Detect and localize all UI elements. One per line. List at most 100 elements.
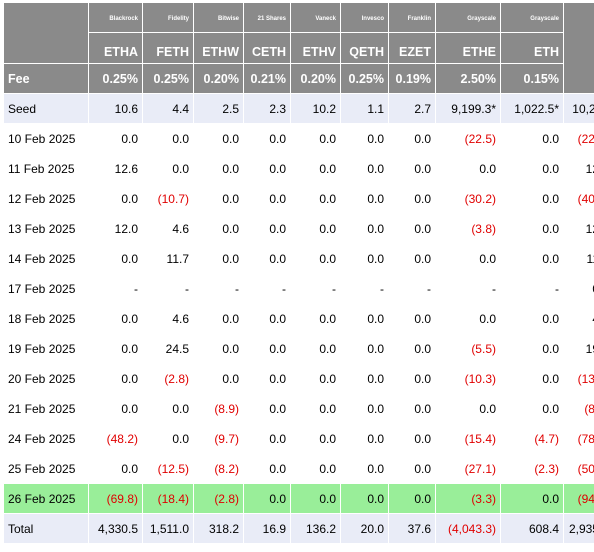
ticker-header-row: ETHA FETH ETHW CETH ETHV QETH EZET ETHE ETH bbox=[4, 32, 594, 64]
flow-cell: 0.0 bbox=[142, 153, 194, 184]
issuer-header: Invesco bbox=[340, 2, 389, 33]
flow-cell: (12.5) bbox=[142, 453, 194, 484]
flow-cell: 0.0 bbox=[340, 393, 389, 424]
flow-cell: (15.4) bbox=[435, 423, 501, 454]
flow-cell: 0.0 bbox=[340, 363, 389, 394]
fee-cell: 0.15% bbox=[500, 63, 564, 94]
flow-cell: 0.0 bbox=[88, 333, 143, 364]
flow-cell: 0.0 bbox=[388, 363, 436, 394]
row-total-cell: 0.0 bbox=[563, 273, 594, 304]
issuer-header: Grayscale bbox=[500, 2, 564, 33]
flow-cell: 0.0 bbox=[142, 423, 194, 454]
flow-cell: 0.0 bbox=[435, 303, 501, 334]
table-row: 26 Feb 2025 (69.8) (18.4) (2.8) 0.0 0.0 0.0 0.0… bbox=[3, 483, 594, 514]
ticker-header: ETHE bbox=[435, 32, 501, 64]
row-label: 12 Feb 2025 bbox=[3, 183, 89, 214]
flow-cell: 0.0 bbox=[340, 423, 389, 454]
flow-cell: 0.0 bbox=[193, 303, 244, 334]
flow-cell: (10.7) bbox=[142, 183, 194, 214]
fee-label: Fee bbox=[3, 63, 89, 94]
row-total-cell: 12.8 bbox=[563, 213, 594, 244]
flow-cell: 0.0 bbox=[243, 453, 291, 484]
flow-cell: 0.0 bbox=[290, 393, 341, 424]
flow-cell: 12.0 bbox=[88, 213, 143, 244]
flow-cell: 0.0 bbox=[290, 453, 341, 484]
table-row: 11 Feb 2025 12.6 0.0 0.0 0.0 0.0 0.0 0.0 0.0 0.0 1… bbox=[3, 153, 594, 184]
flow-cell: 9,199.3* bbox=[435, 93, 501, 124]
table-row: 19 Feb 2025 0.0 24.5 0.0 0.0 0.0 0.0 0.0 (5.5) 0.… bbox=[3, 333, 594, 364]
flow-cell: 0.0 bbox=[340, 303, 389, 334]
issuer-header: Bitwise bbox=[193, 2, 244, 33]
flow-cell: 0.0 bbox=[290, 363, 341, 394]
flow-cell: (27.1) bbox=[435, 453, 501, 484]
flow-cell: 0.0 bbox=[500, 363, 564, 394]
flow-cell: 0.0 bbox=[243, 333, 291, 364]
flow-cell: 0.0 bbox=[193, 123, 244, 154]
fee-cell: 0.20% bbox=[290, 63, 341, 94]
flow-cell: 0.0 bbox=[88, 243, 143, 274]
flow-cell: - bbox=[340, 273, 389, 304]
flow-cell: 12.6 bbox=[88, 153, 143, 184]
flow-cell: 1.1 bbox=[340, 93, 389, 124]
table-row: 17 Feb 2025---------0.0 bbox=[3, 273, 594, 304]
flow-cell: 0.0 bbox=[290, 123, 341, 154]
flow-cell: (22.5) bbox=[435, 123, 501, 154]
flow-cell: 0.0 bbox=[500, 183, 564, 214]
flow-cell: 0.0 bbox=[500, 393, 564, 424]
flow-cell: 0.0 bbox=[388, 243, 436, 274]
flow-cell: 2.5 bbox=[193, 93, 244, 124]
flow-cell: (18.4) bbox=[142, 483, 194, 514]
flow-cell: 37.6 bbox=[388, 513, 436, 544]
row-label: 17 Feb 2025 bbox=[3, 273, 89, 304]
issuer-header: 21 Shares bbox=[243, 2, 291, 33]
seed-row: Seed 10.6 4.4 2.5 2.3 10.2 1.1 2.7 9,199.3* 1,022… bbox=[3, 93, 594, 124]
row-label: 11 Feb 2025 bbox=[3, 153, 89, 184]
table-row: 21 Feb 2025 0.0 0.0 (8.9) 0.0 0.0 0.0 0.0 0.0 0.0… bbox=[3, 393, 594, 424]
ticker-header: QETH bbox=[340, 32, 389, 64]
ticker-header: CETH bbox=[243, 32, 291, 64]
flow-cell: 0.0 bbox=[500, 483, 564, 514]
table-row: 13 Feb 2025 12.0 4.6 0.0 0.0 0.0 0.0 0.0 (3.8) 0.… bbox=[3, 213, 594, 244]
row-label: 19 Feb 2025 bbox=[3, 333, 89, 364]
flow-cell: 0.0 bbox=[88, 123, 143, 154]
row-total-cell: 12.6 bbox=[563, 153, 594, 184]
table-row: 24 Feb 2025 (48.2) 0.0 (9.7) 0.0 0.0 0.0 0.0 (15… bbox=[3, 423, 594, 454]
row-total-cell: (13.1) bbox=[563, 363, 594, 394]
flow-cell: 0.0 bbox=[388, 483, 436, 514]
flow-cell: 0.0 bbox=[193, 213, 244, 244]
flow-cell: 0.0 bbox=[290, 183, 341, 214]
issuer-header-row: Blackrock Fidelity Bitwise 21 Shares Vaneck I… bbox=[3, 2, 594, 94]
flow-cell: 0.0 bbox=[340, 483, 389, 514]
flow-cell: (30.2) bbox=[435, 183, 501, 214]
flow-cell: (5.5) bbox=[435, 333, 501, 364]
flow-cell: 0.0 bbox=[243, 213, 291, 244]
issuer-header: Franklin bbox=[388, 2, 436, 33]
row-label: 18 Feb 2025 bbox=[3, 303, 89, 334]
flows-table-body: Seed 10.6 4.4 2.5 2.3 10.2 1.1 2.7 9,199.3* 1,022… bbox=[3, 93, 594, 544]
flow-cell: (3.8) bbox=[435, 213, 501, 244]
flow-cell: 0.0 bbox=[340, 153, 389, 184]
flow-cell: 0.0 bbox=[243, 183, 291, 214]
row-total-cell: (40.9) bbox=[563, 183, 594, 214]
fee-cell: 0.25% bbox=[142, 63, 194, 94]
flow-cell: 0.0 bbox=[500, 213, 564, 244]
row-total-cell: 2,935.5 bbox=[563, 513, 594, 544]
row-total-cell: 10,255 bbox=[563, 93, 594, 124]
flow-cell: 1,022.5* bbox=[500, 93, 564, 124]
flow-cell: 0.0 bbox=[388, 183, 436, 214]
flow-cell: (4.7) bbox=[500, 423, 564, 454]
table-row: 14 Feb 2025 0.0 11.7 0.0 0.0 0.0 0.0 0.0 0.0 0.0 1… bbox=[3, 243, 594, 274]
row-label: 13 Feb 2025 bbox=[3, 213, 89, 244]
flow-cell: 0.0 bbox=[290, 423, 341, 454]
flow-cell: 4.6 bbox=[142, 213, 194, 244]
flow-cell: 2.3 bbox=[243, 93, 291, 124]
flow-cell: 0.0 bbox=[88, 453, 143, 484]
issuer-header: Fidelity bbox=[142, 2, 194, 33]
flow-cell: 1,511.0 bbox=[142, 513, 194, 544]
flow-cell: 0.0 bbox=[243, 363, 291, 394]
ticker-header: ETHW bbox=[193, 32, 244, 64]
flow-cell: (10.3) bbox=[435, 363, 501, 394]
flow-cell: 0.0 bbox=[290, 333, 341, 364]
fee-cell: 0.25% bbox=[88, 63, 143, 94]
flow-cell: 136.2 bbox=[290, 513, 341, 544]
